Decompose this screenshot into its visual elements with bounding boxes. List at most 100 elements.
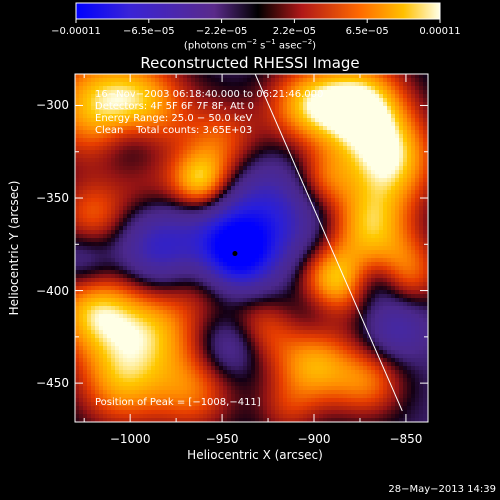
- heatmap-cell: [419, 198, 424, 203]
- heatmap-cell: [403, 90, 408, 95]
- heatmap-cell: [215, 294, 220, 299]
- heatmap-cell: [255, 114, 260, 119]
- heatmap-cell: [307, 282, 312, 287]
- heatmap-cell: [247, 250, 252, 255]
- heatmap-cell: [79, 158, 84, 163]
- heatmap-cell: [219, 274, 224, 279]
- heatmap-cell: [247, 154, 252, 159]
- heatmap-cell: [367, 218, 372, 223]
- heatmap-cell: [415, 178, 420, 183]
- heatmap-cell: [171, 174, 176, 179]
- heatmap-cell: [399, 274, 404, 279]
- heatmap-cell: [415, 258, 420, 263]
- heatmap-cell: [111, 218, 116, 223]
- heatmap-cell: [223, 218, 228, 223]
- heatmap-cell: [107, 162, 112, 167]
- heatmap-cell: [151, 238, 156, 243]
- heatmap-cell: [251, 142, 256, 147]
- heatmap-cell: [387, 290, 392, 295]
- heatmap-cell: [99, 166, 104, 171]
- heatmap-cell: [399, 266, 404, 271]
- heatmap-cell: [367, 78, 372, 83]
- heatmap-cell: [203, 122, 208, 127]
- heatmap-cell: [143, 174, 148, 179]
- heatmap-cell: [407, 250, 412, 255]
- heatmap-cell: [371, 186, 376, 191]
- heatmap-cell: [211, 278, 216, 283]
- heatmap-cell: [391, 274, 396, 279]
- heatmap-cell: [259, 98, 264, 103]
- heatmap-cell: [347, 146, 352, 151]
- heatmap-cell: [359, 246, 364, 251]
- heatmap-cell: [279, 86, 284, 91]
- heatmap-cell: [415, 290, 420, 295]
- heatmap-cell: [175, 186, 180, 191]
- heatmap-cell: [91, 278, 96, 283]
- heatmap-cell: [411, 206, 416, 211]
- heatmap-cell: [303, 242, 308, 247]
- heatmap-cell: [107, 218, 112, 223]
- heatmap-cell: [163, 294, 168, 299]
- heatmap-cell: [191, 210, 196, 215]
- heatmap-cell: [295, 258, 300, 263]
- heatmap-cell: [215, 130, 220, 135]
- heatmap-cell: [231, 102, 236, 107]
- heatmap-cell: [311, 78, 316, 83]
- heatmap-cell: [147, 214, 152, 219]
- heatmap-cell: [75, 282, 80, 287]
- heatmap-cell: [275, 258, 280, 263]
- heatmap-cell: [311, 94, 316, 99]
- heatmap-cell: [363, 146, 368, 151]
- heatmap-cell: [235, 162, 240, 167]
- heatmap-cell: [99, 250, 104, 255]
- heatmap-cell: [91, 202, 96, 207]
- heatmap-cell: [307, 86, 312, 91]
- heatmap-cell: [223, 134, 228, 139]
- heatmap-cell: [367, 106, 372, 111]
- heatmap-cell: [239, 94, 244, 99]
- heatmap-cell: [359, 250, 364, 255]
- heatmap-cell: [291, 150, 296, 155]
- heatmap-cell: [119, 98, 124, 103]
- heatmap-cell: [99, 218, 104, 223]
- heatmap-cell: [87, 190, 92, 195]
- heatmap-cell: [183, 294, 188, 299]
- heatmap-cell: [371, 238, 376, 243]
- heatmap-cell: [399, 118, 404, 123]
- heatmap-cell: [247, 238, 252, 243]
- heatmap-cell: [347, 270, 352, 275]
- heatmap-cell: [307, 206, 312, 211]
- heatmap-cell: [87, 238, 92, 243]
- heatmap-cell: [187, 258, 192, 263]
- heatmap-cell: [99, 94, 104, 99]
- heatmap-cell: [195, 110, 200, 115]
- heatmap-cell: [175, 78, 180, 83]
- heatmap-cell: [247, 190, 252, 195]
- heatmap-cell: [191, 178, 196, 183]
- heatmap-cell: [239, 154, 244, 159]
- heatmap-cell: [127, 102, 132, 107]
- heatmap-cell: [367, 102, 372, 107]
- heatmap-cell: [355, 286, 360, 291]
- heatmap-cell: [359, 114, 364, 119]
- heatmap-cell: [195, 154, 200, 159]
- heatmap-cell: [183, 274, 188, 279]
- heatmap-cell: [263, 194, 268, 199]
- heatmap-cell: [331, 154, 336, 159]
- heatmap-cell: [183, 162, 188, 167]
- heatmap-cell: [87, 258, 92, 263]
- heatmap-cell: [191, 86, 196, 91]
- heatmap-cell: [327, 230, 332, 235]
- heatmap-cell: [191, 222, 196, 227]
- heatmap-cell: [199, 238, 204, 243]
- heatmap-cell: [335, 266, 340, 271]
- heatmap-cell: [91, 122, 96, 127]
- heatmap-cell: [259, 198, 264, 203]
- heatmap-cell: [255, 262, 260, 267]
- heatmap-cell: [299, 114, 304, 119]
- heatmap-cell: [255, 222, 260, 227]
- heatmap-cell: [411, 130, 416, 135]
- heatmap-cell: [383, 206, 388, 211]
- heatmap-cell: [203, 222, 208, 227]
- heatmap-cell: [195, 166, 200, 171]
